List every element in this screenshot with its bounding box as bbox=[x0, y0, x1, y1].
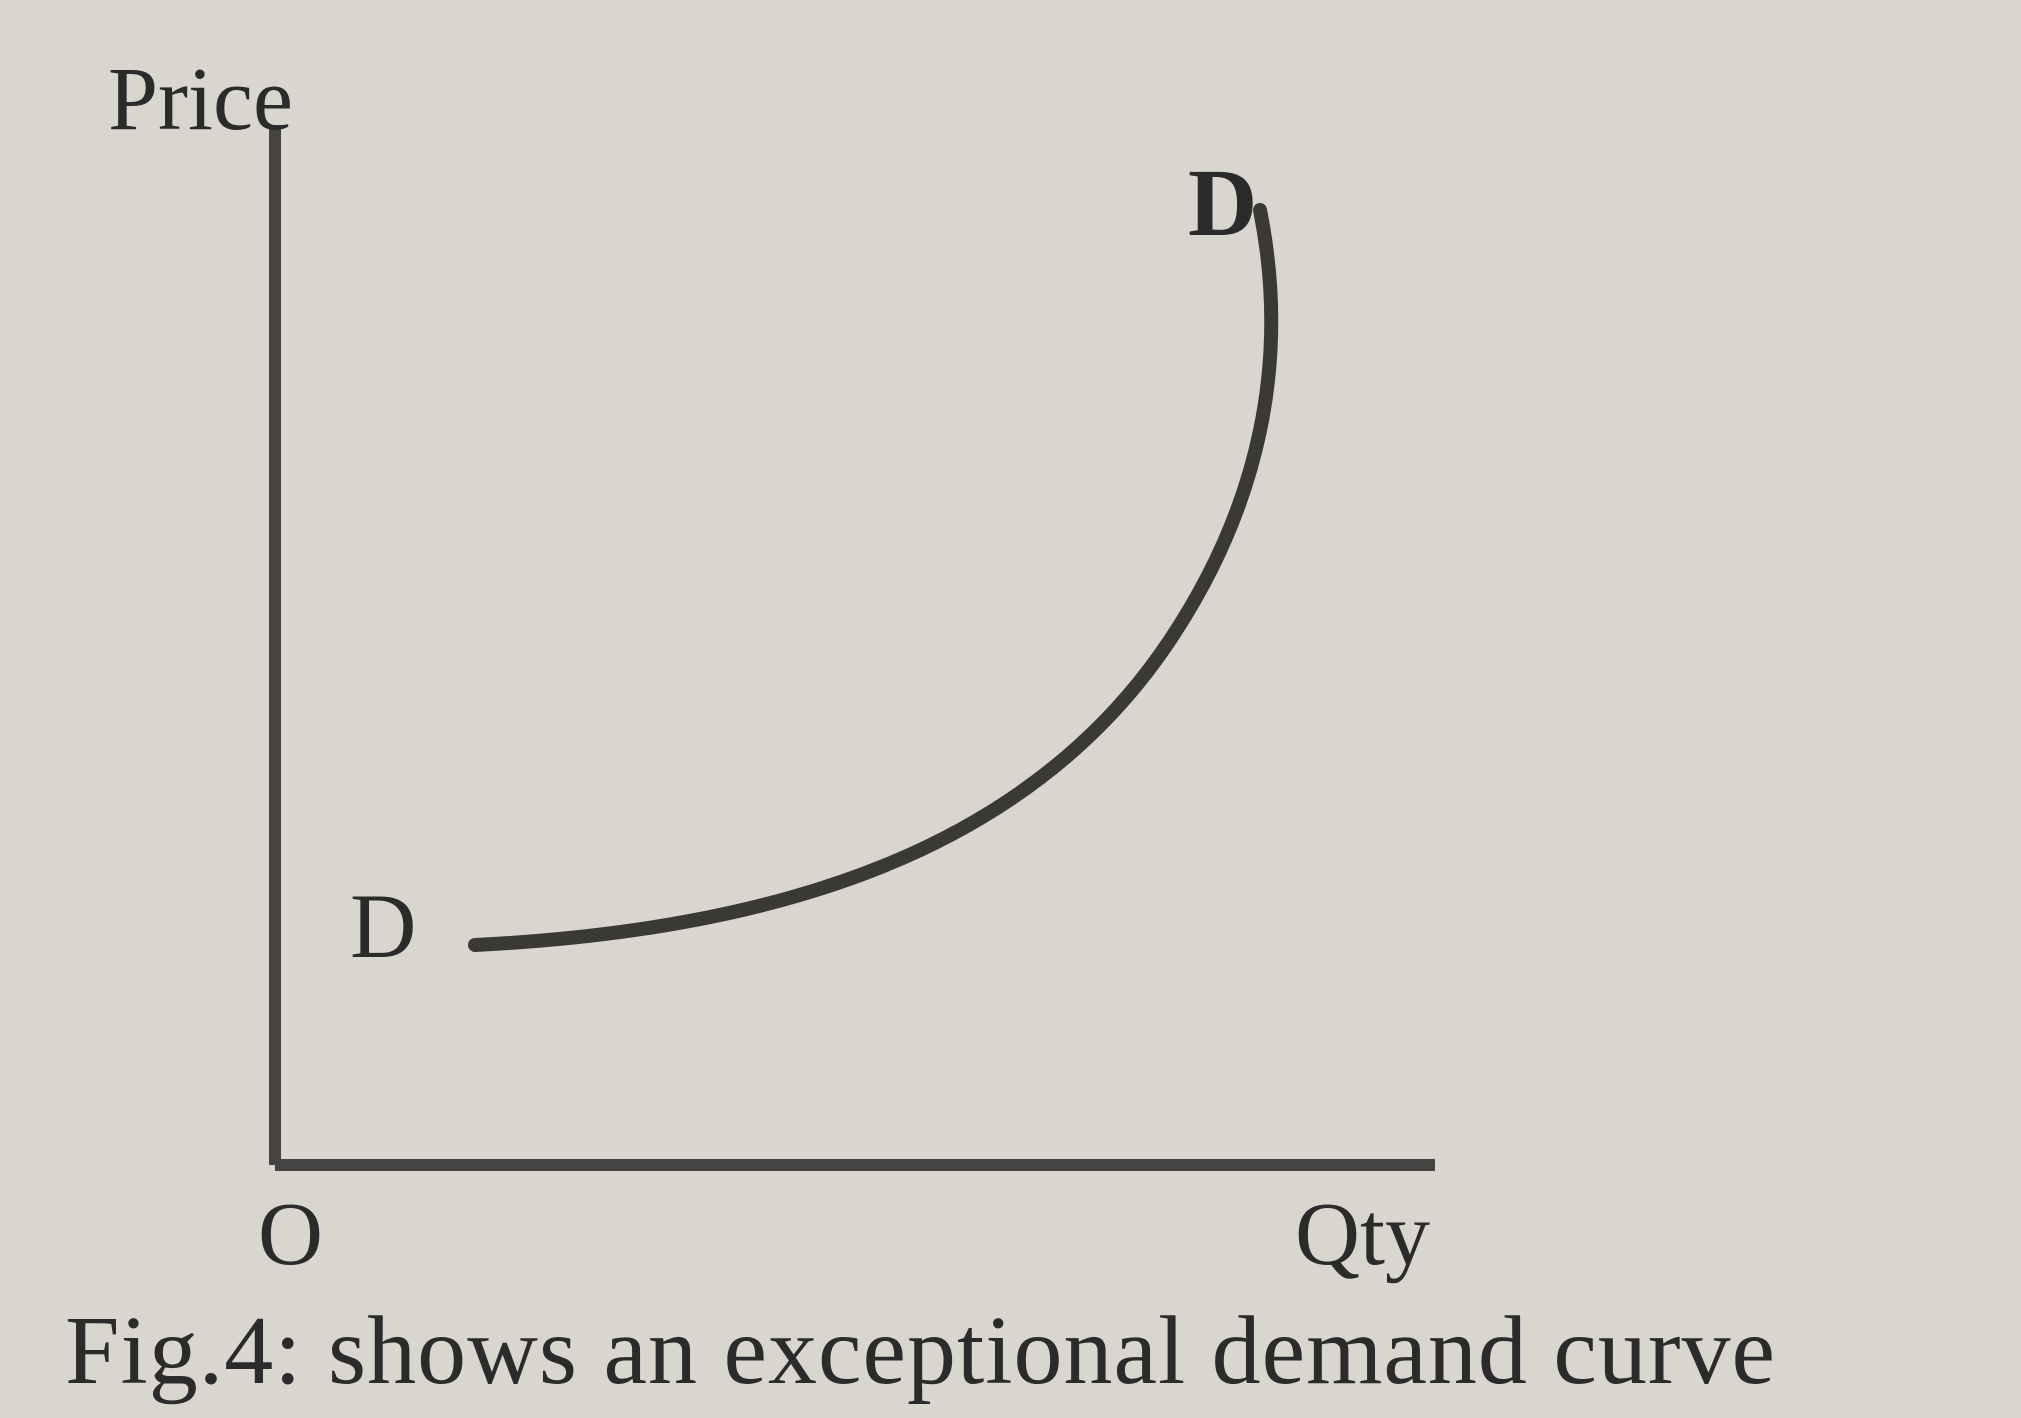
demand-curve bbox=[475, 210, 1271, 945]
curve-start-label: D bbox=[350, 880, 416, 972]
figure-container: Price O Qty D D Fig.4: shows an exceptio… bbox=[0, 0, 2021, 1418]
origin-label: O bbox=[258, 1190, 323, 1280]
x-axis-label: Qty bbox=[1295, 1190, 1430, 1280]
y-axis-label: Price bbox=[108, 55, 293, 145]
curve-end-label: D bbox=[1188, 155, 1257, 251]
figure-caption: Fig.4: shows an exceptional demand curve bbox=[65, 1295, 1776, 1407]
